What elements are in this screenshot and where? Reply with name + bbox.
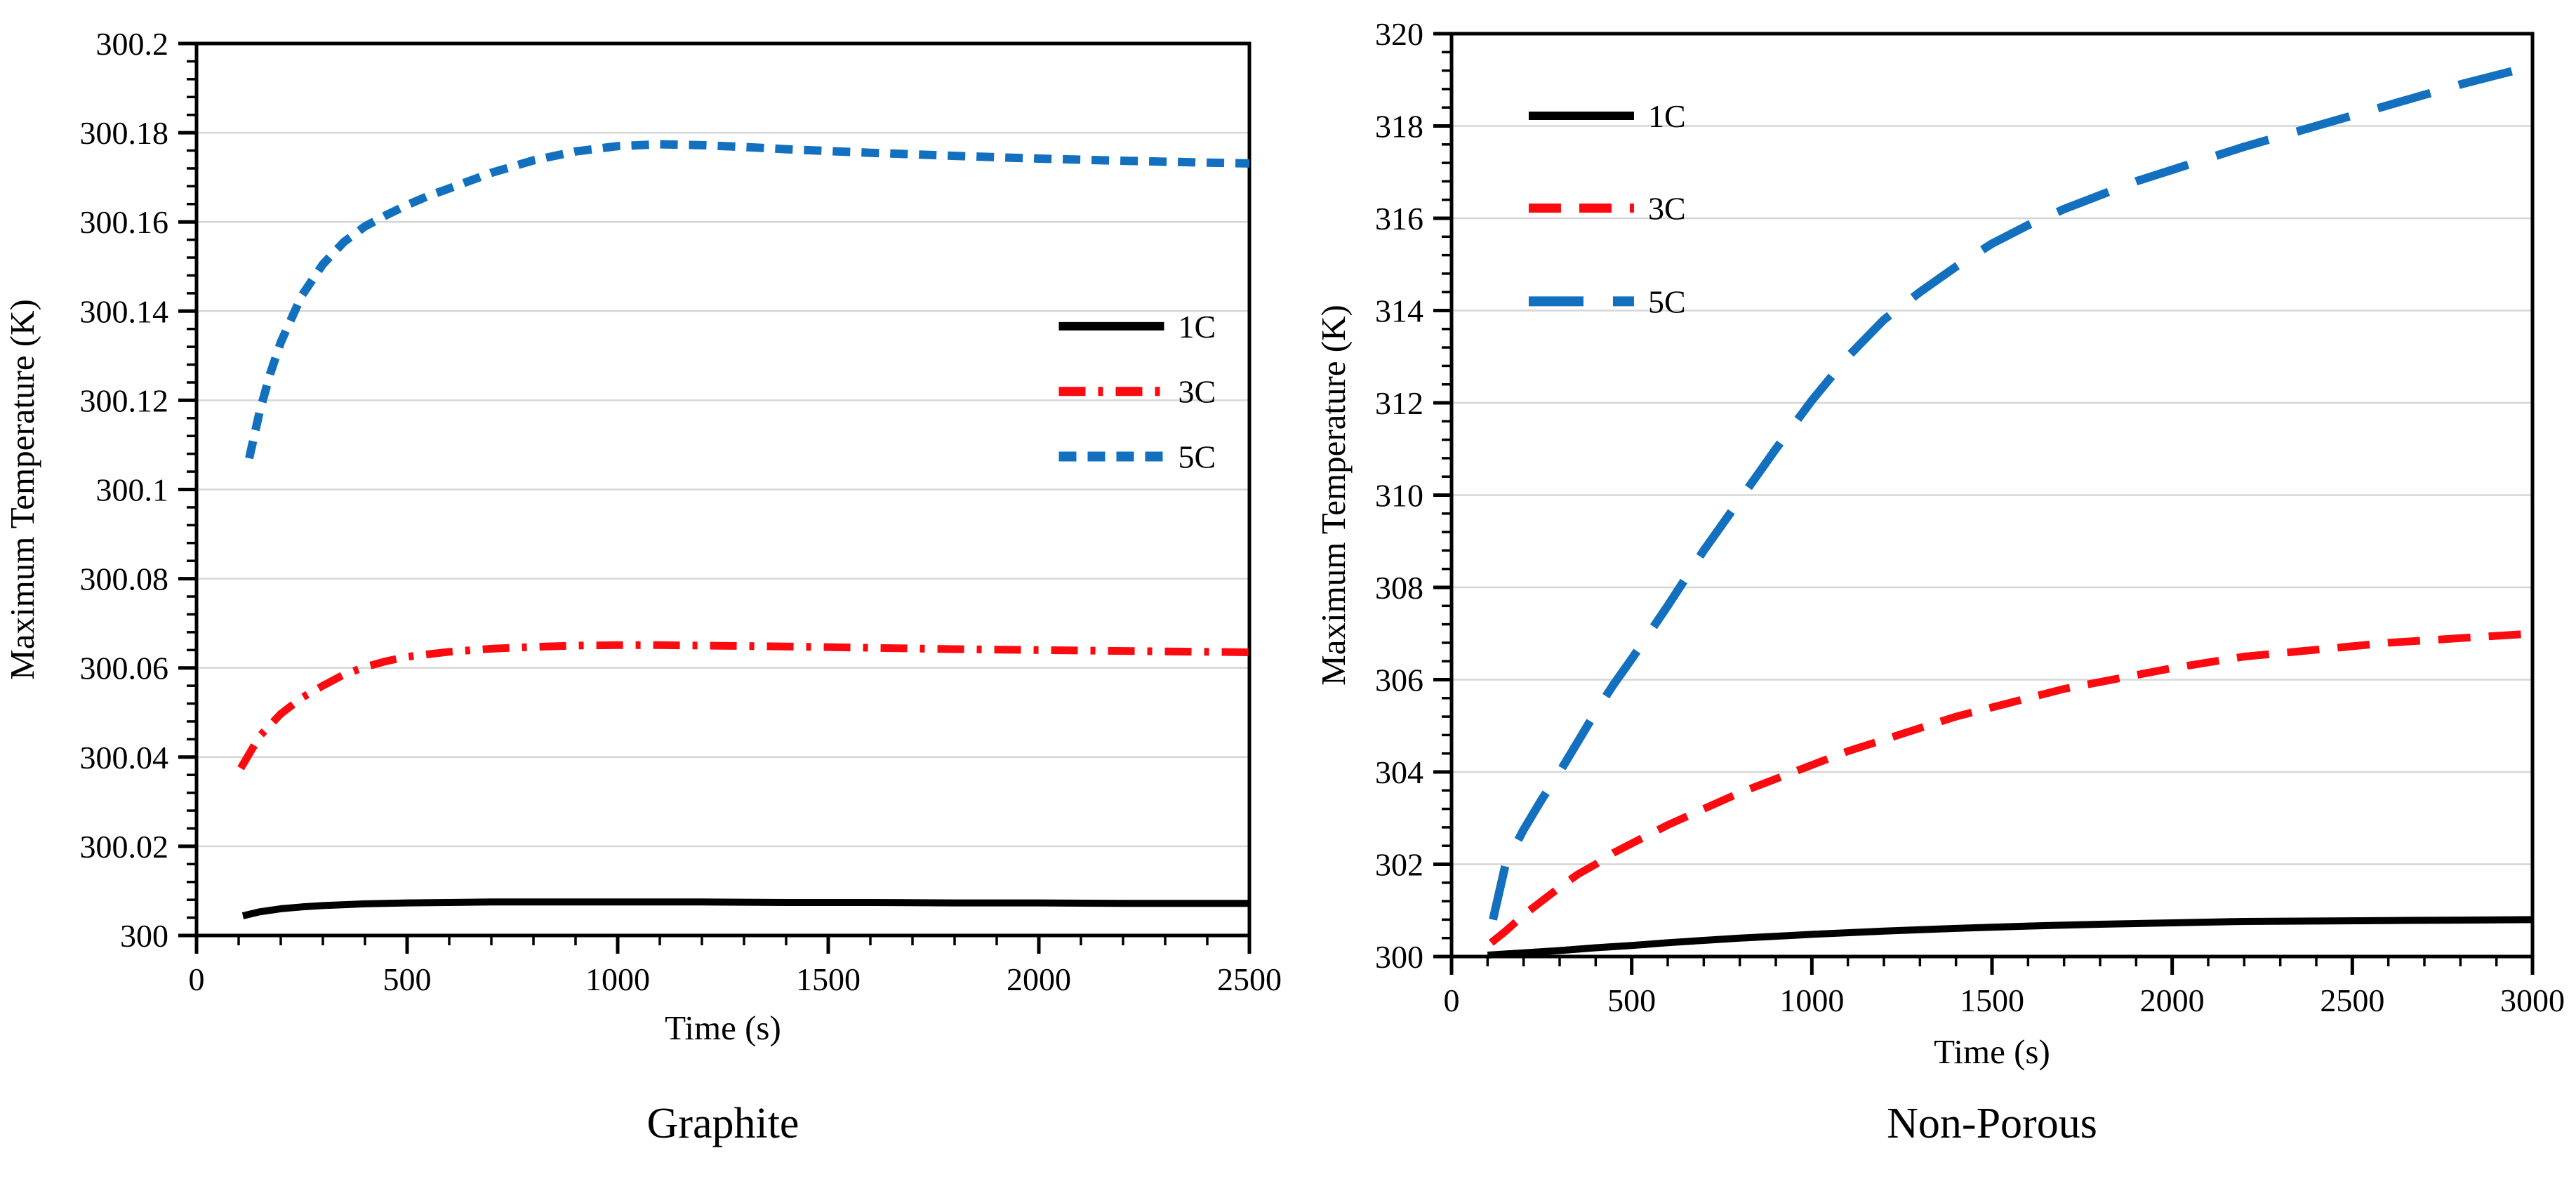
y-tick-label: 300.04: [80, 740, 169, 775]
y-tick-label: 316: [1375, 201, 1423, 237]
y-tick-label: 310: [1375, 478, 1423, 514]
y-tick-label: 320: [1375, 16, 1423, 52]
y-tick-label: 314: [1375, 293, 1423, 329]
ticks: [178, 41, 1252, 954]
ticks: [1433, 32, 2535, 975]
x-tick-label: 500: [383, 961, 432, 997]
x-tick-label: 1500: [1960, 982, 2024, 1018]
chart-graphite: 300 300.02 300.04 300.06 300.08 300.1 300.12 30…: [3, 26, 1282, 1047]
y-tick-label: 302: [1375, 847, 1423, 883]
series-5C-line: [1489, 62, 2534, 921]
series-1C-line: [241, 898, 1249, 919]
series-3C-line: [1489, 630, 2533, 946]
x-axis-title: Time (s): [1934, 1032, 2050, 1071]
series: [1487, 62, 2534, 959]
legend-label-5C: 5C: [1179, 439, 1216, 474]
x-axis-title: Time (s): [665, 1008, 781, 1047]
y-tick-label: 308: [1375, 570, 1423, 606]
legend-label-1C: 1C: [1648, 98, 1686, 134]
y-axis-title: Maximum Temperature (K): [3, 299, 41, 680]
y-tick-label: 300.02: [80, 829, 169, 865]
y-tick-label: 306: [1375, 662, 1423, 698]
x-tick-label: 1000: [1779, 982, 1844, 1018]
legend: 1C 3C 5C: [1528, 98, 1686, 319]
x-tick-label: 2500: [2320, 982, 2384, 1018]
gridlines: [1452, 32, 2532, 865]
x-tick-label: 2500: [1217, 961, 1282, 997]
y-tick-label: 300: [1375, 939, 1423, 975]
legend-label-5C: 5C: [1648, 284, 1686, 319]
x-tick-label: 0: [1444, 982, 1460, 1018]
y-tick-label: 312: [1375, 385, 1423, 421]
y-tick-label: 300.1: [96, 472, 169, 508]
tick-labels: 300 302 304 306 308 310 312 314 316 318 320 0 500 100…: [1375, 16, 2565, 1018]
series: [237, 140, 1250, 919]
y-tick-label: 300.2: [96, 26, 169, 62]
chart-non-porous: 300 302 304 306 308 310 312 314 316 318 320 0 500 100…: [1314, 16, 2565, 1071]
x-tick-label: 500: [1607, 982, 1656, 1018]
y-axis-title: Maximum Temperature (K): [1314, 305, 1353, 686]
x-tick-label: 3000: [2500, 982, 2565, 1018]
x-tick-label: 2000: [2140, 982, 2205, 1018]
legend-label-3C: 3C: [1648, 191, 1686, 227]
series-3C-line: [237, 641, 1250, 771]
x-tick-label: 0: [189, 961, 205, 997]
y-tick-label: 300.12: [80, 382, 169, 418]
legend-label-3C: 3C: [1179, 374, 1216, 410]
legend: 1C 3C 5C: [1058, 309, 1216, 474]
caption-graphite: Graphite: [646, 1100, 799, 1147]
plot-border: [1449, 32, 2535, 959]
legend-label-1C: 1C: [1179, 309, 1216, 345]
y-tick-label: 300.08: [80, 561, 169, 597]
series-1C-line: [1487, 916, 2533, 959]
y-tick-label: 300.18: [80, 115, 169, 151]
y-tick-label: 304: [1375, 754, 1423, 790]
caption-non-porous: Non-Porous: [1887, 1100, 2097, 1147]
y-tick-label: 300.06: [80, 651, 169, 686]
series-5C-line: [245, 140, 1250, 460]
y-tick-label: 318: [1375, 109, 1423, 145]
y-tick-label: 300: [120, 918, 168, 954]
y-tick-label: 300.14: [80, 293, 169, 329]
tick-labels: 300 300.02 300.04 300.06 300.08 300.1 300.12 30…: [80, 26, 1282, 997]
plot-border: [194, 41, 1252, 938]
x-tick-label: 2000: [1007, 961, 1071, 997]
x-tick-label: 1500: [796, 961, 861, 997]
x-tick-label: 1000: [585, 961, 650, 997]
y-tick-label: 300.16: [80, 204, 169, 240]
